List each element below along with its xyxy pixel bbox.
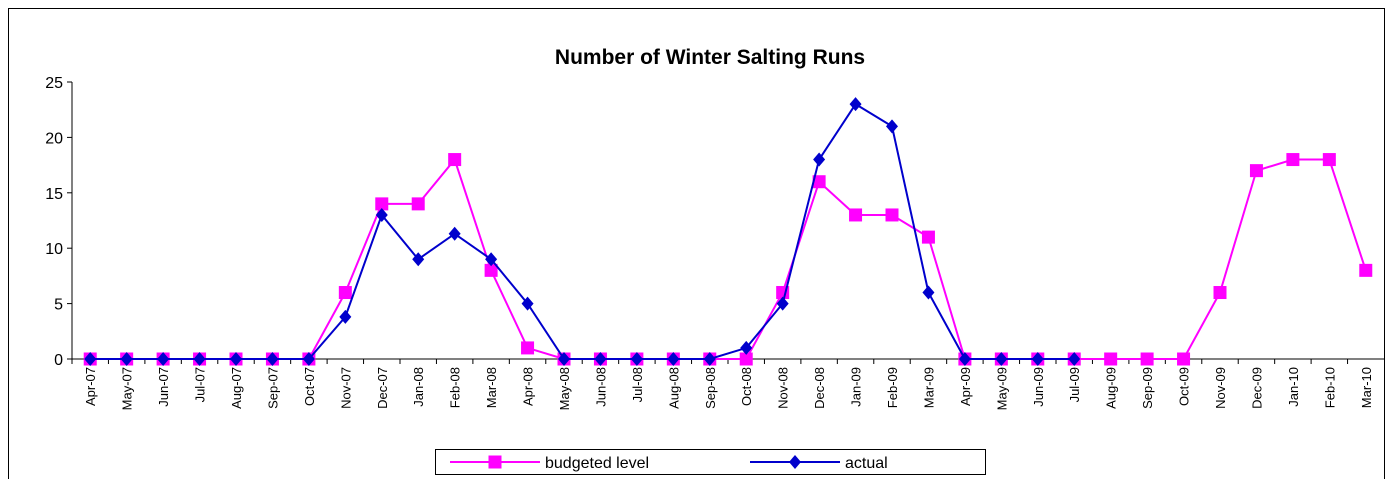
data-point	[594, 352, 607, 366]
y-tick-label: 20	[45, 130, 63, 147]
x-tick-label: Apr-07	[83, 367, 98, 406]
data-point	[1249, 164, 1263, 178]
data-point	[412, 252, 425, 267]
data-point	[375, 197, 389, 211]
data-point	[813, 152, 826, 167]
x-tick-label: May-09	[994, 367, 1009, 410]
data-point	[922, 285, 935, 300]
data-point	[667, 352, 680, 366]
x-tick-label: Oct-07	[302, 367, 317, 406]
data-point	[84, 352, 97, 366]
legend-marker	[488, 455, 502, 469]
x-tick-label: Feb-08	[448, 367, 463, 408]
data-point	[849, 208, 863, 222]
data-point	[703, 352, 716, 366]
data-point	[485, 252, 498, 267]
x-tick-label: Jan-10	[1286, 367, 1301, 407]
series-line	[90, 157, 1367, 360]
data-point	[921, 230, 935, 244]
data-point	[1286, 153, 1300, 167]
x-tick-label: Jun-07	[156, 367, 171, 407]
data-point	[740, 340, 753, 355]
x-tick-label: Dec-09	[1249, 367, 1264, 409]
data-point	[1104, 352, 1118, 366]
data-point	[230, 352, 242, 366]
data-point	[812, 175, 826, 189]
data-point	[958, 352, 971, 366]
x-tick-label: May-08	[557, 367, 572, 410]
data-point	[1322, 153, 1336, 167]
x-tick-label: Jan-08	[411, 367, 426, 407]
x-tick-label: Sep-09	[1140, 367, 1155, 409]
x-tick-label: Jan-09	[849, 367, 864, 407]
x-tick-label: May-07	[120, 367, 135, 410]
data-point	[484, 263, 498, 277]
y-tick-label: 10	[45, 241, 63, 258]
x-tick-label: Jul-09	[1067, 367, 1082, 402]
y-tick-label: 15	[45, 186, 63, 203]
series-line	[90, 102, 1075, 360]
data-point	[521, 341, 535, 355]
legend-label: actual	[845, 455, 888, 472]
data-point	[1359, 263, 1373, 277]
data-point	[448, 226, 461, 241]
data-point	[338, 286, 352, 300]
x-tick-label: Mar-08	[484, 367, 499, 408]
x-tick-label: Feb-10	[1322, 367, 1337, 408]
x-tick-label: Aug-08	[666, 367, 681, 409]
x-tick-label: Nov-09	[1213, 367, 1228, 409]
x-tick-label: Jun-08	[593, 367, 608, 407]
data-point	[1213, 286, 1227, 300]
data-point	[1068, 352, 1081, 366]
data-point	[1177, 352, 1191, 366]
data-point	[630, 352, 643, 366]
data-point	[886, 119, 898, 134]
x-tick-label: Dec-07	[375, 367, 390, 409]
data-point	[521, 296, 534, 311]
x-tick-label: Sep-07	[265, 367, 280, 409]
data-point	[849, 97, 862, 112]
data-point	[411, 197, 425, 211]
data-point	[339, 309, 352, 324]
data-point	[120, 352, 133, 366]
x-tick-label: Nov-08	[776, 367, 791, 409]
data-point	[885, 208, 899, 222]
x-tick-label: Nov-07	[338, 367, 353, 409]
x-tick-label: Oct-08	[739, 367, 754, 406]
x-tick-label: Aug-09	[1104, 367, 1119, 409]
x-tick-label: Mar-09	[921, 367, 936, 408]
data-point	[995, 352, 1008, 366]
data-point	[375, 207, 388, 222]
x-tick-label: Jul-07	[193, 367, 208, 402]
data-point	[157, 352, 170, 366]
chart-border	[8, 8, 1385, 479]
data-point	[448, 153, 462, 167]
data-point	[302, 352, 315, 366]
legend-marker	[789, 455, 801, 469]
data-point	[558, 352, 570, 366]
data-point	[1140, 352, 1154, 366]
data-point	[739, 352, 753, 366]
x-tick-label: Jul-08	[630, 367, 645, 402]
data-point	[193, 352, 206, 366]
x-tick-label: Apr-08	[521, 367, 536, 406]
data-point	[776, 296, 789, 311]
y-tick-label: 25	[45, 75, 63, 92]
x-tick-label: Mar-10	[1359, 367, 1374, 408]
x-tick-label: Aug-07	[229, 367, 244, 409]
data-point	[266, 352, 279, 366]
x-tick-label: Dec-08	[812, 367, 827, 409]
x-tick-label: Sep-08	[703, 367, 718, 409]
data-point	[1031, 352, 1044, 366]
legend-label: budgeted level	[545, 455, 649, 472]
chart-title: Number of Winter Salting Runs	[555, 46, 865, 69]
y-tick-label: 5	[54, 297, 63, 314]
x-tick-label: Apr-09	[958, 367, 973, 406]
x-tick-label: Jun-09	[1031, 367, 1046, 407]
y-tick-label: 0	[54, 352, 63, 369]
x-tick-label: Feb-09	[885, 367, 900, 408]
x-tick-label: Oct-09	[1177, 367, 1192, 406]
